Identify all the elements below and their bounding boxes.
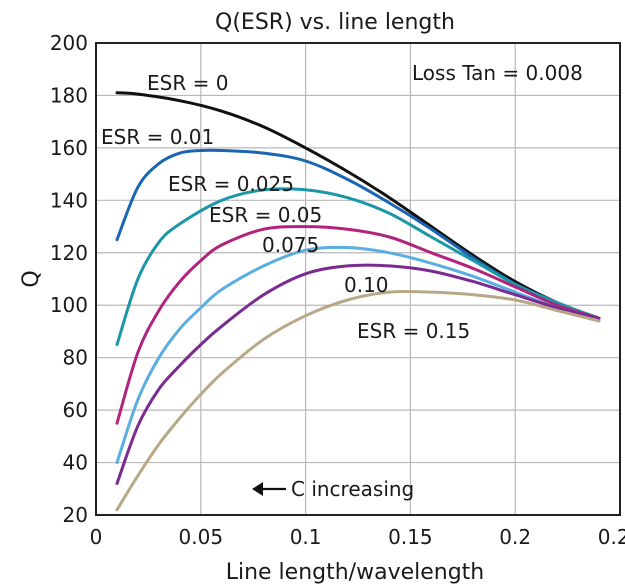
- c-increasing-annotation: C increasing: [252, 477, 414, 501]
- y-tick-label: 120: [50, 241, 88, 265]
- y-tick-label: 160: [50, 136, 88, 160]
- chart-title: Q(ESR) vs. line length: [215, 10, 455, 35]
- series-label-4: 0.075: [262, 233, 319, 257]
- arrow-head-icon: [252, 482, 263, 496]
- y-tick-label: 140: [50, 188, 88, 212]
- series-lines: [115, 91, 601, 512]
- c-increasing-label: C increasing: [291, 477, 414, 501]
- series-label-1: ESR = 0.01: [101, 125, 214, 149]
- series-label-6: ESR = 0.15: [357, 319, 470, 343]
- y-ticks: 20 40 60 80 100 120 140 160 180 200: [50, 31, 88, 527]
- series-line-2: [115, 187, 601, 347]
- x-axis-label: Line length/wavelength: [226, 560, 485, 585]
- y-tick-label: 200: [50, 31, 88, 55]
- series-line-3: [115, 225, 601, 425]
- y-axis-label: Q: [19, 270, 44, 287]
- x-tick-label: 0.15: [388, 525, 433, 549]
- series-line-4: [115, 245, 601, 465]
- grid: [96, 43, 620, 515]
- x-tick-label: 0.1: [290, 525, 322, 549]
- series-line-6: [115, 289, 601, 512]
- x-ticks: 0 0.05 0.1 0.15 0.2 0.25: [90, 525, 625, 549]
- y-tick-label: 40: [63, 451, 88, 475]
- y-tick-label: 60: [63, 398, 88, 422]
- x-tick-label: 0.25: [598, 525, 625, 549]
- y-tick-label: 180: [50, 83, 88, 107]
- series-label-3: ESR = 0.05: [209, 203, 322, 227]
- series-line-5: [115, 263, 601, 485]
- series-label-2: ESR = 0.025: [168, 172, 294, 196]
- series-label-0: ESR = 0: [147, 71, 228, 95]
- loss-tan-annotation: Loss Tan = 0.008: [412, 61, 583, 85]
- series-label-5: 0.10: [344, 273, 389, 297]
- x-tick-label: 0.2: [499, 525, 531, 549]
- x-tick-label: 0: [90, 525, 103, 549]
- series-labels: ESR = 0 ESR = 0.01 ESR = 0.025 ESR = 0.05 0.…: [101, 71, 470, 343]
- x-tick-label: 0.05: [179, 525, 224, 549]
- plot-frame: [95, 42, 621, 516]
- series-line-0: [115, 91, 601, 320]
- y-tick-label: 20: [63, 503, 88, 527]
- y-tick-label: 80: [63, 346, 88, 370]
- y-tick-label: 100: [50, 293, 88, 317]
